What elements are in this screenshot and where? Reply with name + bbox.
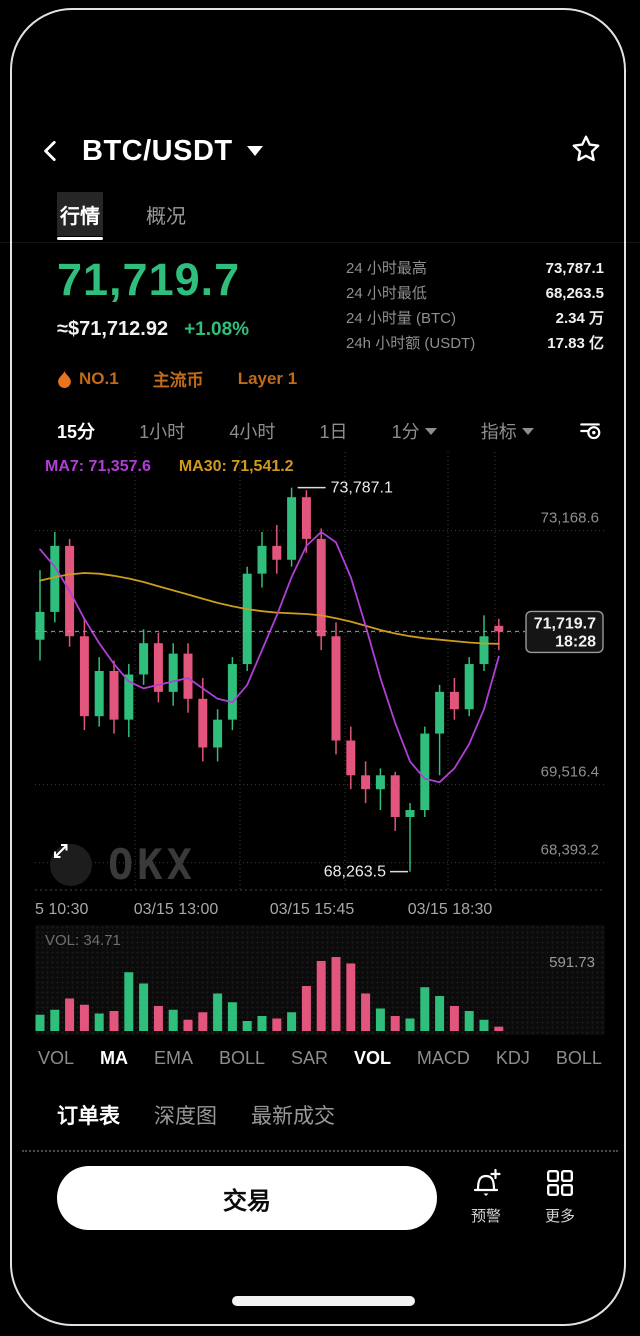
stat-row: 24 小时量 (BTC) 2.34 万 xyxy=(346,306,604,331)
svg-text:VOL: 34.71: VOL: 34.71 xyxy=(45,932,121,949)
stat-value: 73,787.1 xyxy=(545,260,604,277)
stat-value: 17.83 亿 xyxy=(547,335,604,352)
badge-label: 主流币 xyxy=(152,371,204,390)
tabs-divider xyxy=(0,242,640,243)
tab-latest-trades[interactable]: 最新成交 xyxy=(251,1105,335,1128)
tf-1h[interactable]: 1小时 xyxy=(139,422,186,442)
svg-text:69,516.4: 69,516.4 xyxy=(541,764,599,781)
bell-plus-icon xyxy=(473,1168,501,1196)
more-label: 更多 xyxy=(544,1208,575,1225)
pair-title[interactable]: BTC/USDT xyxy=(82,134,233,167)
caret-down-icon xyxy=(424,427,437,435)
bottom-bar: 交易 预警 更多 xyxy=(35,1164,605,1248)
tab-depth-chart[interactable]: 深度图 xyxy=(154,1105,217,1128)
grid-icon xyxy=(547,1170,573,1196)
candlestick-chart[interactable]: 73,168.671,702.869,516.468,393.273,787.1… xyxy=(35,452,605,925)
svg-text:71,719.7: 71,719.7 xyxy=(534,615,596,632)
stat-label: 24 小时量 (BTC) xyxy=(346,310,457,327)
more-button[interactable]: 更多 xyxy=(530,1168,590,1226)
ind-ema[interactable]: EMA xyxy=(153,1047,193,1068)
stat-value: 68,263.5 xyxy=(545,285,604,302)
caret-down-icon xyxy=(521,427,534,435)
tf-1d[interactable]: 1日 xyxy=(319,422,348,442)
ind-boll-main[interactable]: BOLL xyxy=(218,1047,265,1068)
stats-panel: 24 小时最高 73,787.1 24 小时最低 68,263.5 24 小时量… xyxy=(346,256,604,356)
chevron-left-icon xyxy=(44,140,56,162)
back-button[interactable] xyxy=(38,136,68,166)
panel-tabs: 订单表 深度图 最新成交 xyxy=(57,1100,335,1130)
tab-overview[interactable]: 概况 xyxy=(146,206,186,228)
ind-ma[interactable]: MA xyxy=(100,1047,128,1068)
header: BTC/USDT xyxy=(38,128,602,174)
stat-row: 24 小时最低 68,263.5 xyxy=(346,281,604,306)
indicator-tabs: VOL MA EMA BOLL SAR VOL MACD KDJ BOLL xyxy=(38,1040,602,1076)
tab-quotes[interactable]: 行情 xyxy=(57,192,103,240)
stat-label: 24 小时最低 xyxy=(346,285,427,302)
ma30-label: MA30: 71,541.2 xyxy=(178,458,294,475)
tab-order-book[interactable]: 订单表 xyxy=(57,1105,120,1128)
expand-arrows-icon xyxy=(54,844,68,858)
trade-button[interactable]: 交易 xyxy=(57,1166,437,1230)
badge-mainstream[interactable]: 主流币 xyxy=(153,366,204,391)
svg-text:591.73: 591.73 xyxy=(549,954,595,971)
last-price: 71,719.7 xyxy=(57,254,241,305)
ma7-label: MA7: 71,357.6 xyxy=(45,458,151,475)
ind-vol-main[interactable]: VOL xyxy=(38,1047,75,1068)
price-change: +1.08% xyxy=(184,319,250,340)
stat-row: 24 小时最高 73,787.1 xyxy=(346,256,604,281)
chart-settings-button[interactable] xyxy=(578,419,602,443)
badge-rank[interactable]: NO.1 xyxy=(57,369,119,389)
svg-text:03/15 13:00: 03/15 13:00 xyxy=(134,901,219,918)
svg-text:03/15 15:45: 03/15 15:45 xyxy=(270,901,355,918)
stat-label: 24 小时最高 xyxy=(346,260,427,277)
top-tabs: 行情 概况 xyxy=(57,192,189,240)
ind-boll-sub[interactable]: BOLL xyxy=(555,1047,602,1068)
alert-label: 预警 xyxy=(470,1208,501,1225)
usd-price: ≈$71,712.92 xyxy=(57,318,169,340)
svg-text:68,393.2: 68,393.2 xyxy=(541,842,599,859)
price-subrow: ≈$71,712.92 +1.08% xyxy=(57,318,249,341)
chart-watermark: OKX xyxy=(50,840,196,889)
svg-text:18:28: 18:28 xyxy=(555,633,596,650)
timeframe-bar: 15分 1小时 4小时 1日 1分 指标 xyxy=(57,412,602,450)
alert-button[interactable]: 预警 xyxy=(456,1168,516,1226)
flame-icon xyxy=(58,369,71,388)
tf-4h[interactable]: 4小时 xyxy=(229,422,276,442)
stat-value: 2.34 万 xyxy=(555,310,604,327)
indicator-dropdown[interactable]: 指标 xyxy=(481,418,534,444)
favorite-button[interactable] xyxy=(570,133,602,170)
token-badges: NO.1 主流币 Layer 1 xyxy=(57,366,297,391)
tf-1m-dropdown[interactable]: 1分 xyxy=(392,418,437,444)
volume-canvas: VOL: 34.71 591.73 xyxy=(35,932,595,1031)
ind-sar[interactable]: SAR xyxy=(290,1047,328,1068)
pair-dropdown-caret-icon[interactable] xyxy=(246,146,263,156)
chart-canvas: 73,168.671,702.869,516.468,393.273,787.1… xyxy=(35,452,605,918)
star-icon xyxy=(572,135,600,161)
ind-kdj[interactable]: KDJ xyxy=(495,1047,530,1068)
svg-text:73,787.1: 73,787.1 xyxy=(331,480,393,497)
badge-label: NO.1 xyxy=(79,368,119,388)
svg-text:03/15 18:30: 03/15 18:30 xyxy=(408,901,493,918)
dotted-divider xyxy=(22,1150,618,1152)
stat-label: 24h 小时额 (USDT) xyxy=(346,335,476,352)
ma-legend: MA7: 71,357.6 MA30: 71,541.2 xyxy=(45,458,294,476)
stat-row: 24h 小时额 (USDT) 17.83 亿 xyxy=(346,331,604,356)
chart-settings-icon xyxy=(580,423,601,440)
tf-15m[interactable]: 15分 xyxy=(57,422,96,442)
volume-pane[interactable]: VOL: 34.71 591.73 xyxy=(35,925,605,1035)
svg-text:73,168.6: 73,168.6 xyxy=(541,510,599,527)
svg-text:68,263.5: 68,263.5 xyxy=(324,864,386,881)
ind-vol-sub[interactable]: VOL xyxy=(353,1047,391,1068)
expand-button[interactable] xyxy=(50,843,92,886)
okx-logo: OKX xyxy=(108,840,196,889)
badge-label: Layer 1 xyxy=(237,368,298,388)
home-indicator[interactable] xyxy=(232,1296,415,1306)
badge-layer1[interactable]: Layer 1 xyxy=(238,369,298,389)
ind-macd[interactable]: MACD xyxy=(416,1047,470,1068)
svg-text:5 10:30: 5 10:30 xyxy=(35,901,88,918)
